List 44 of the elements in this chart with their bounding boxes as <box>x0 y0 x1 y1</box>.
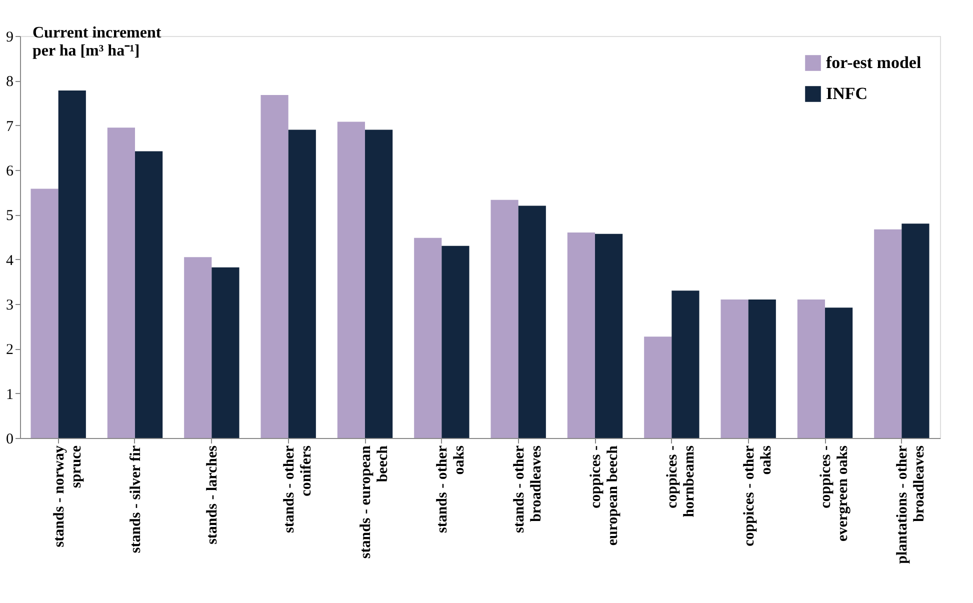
x-tick-label: stands - other conifers <box>281 445 314 534</box>
bar <box>365 130 393 438</box>
y-tick-label: 4 <box>6 252 14 269</box>
bar <box>672 290 700 438</box>
y-tick-label: 8 <box>6 74 14 90</box>
bar <box>644 336 672 438</box>
bar <box>748 300 776 438</box>
legend-label: INFC <box>826 84 868 103</box>
y-tick-label: 0 <box>6 432 14 448</box>
x-tick-label: stands - other oaks <box>434 445 468 534</box>
bar <box>902 224 930 438</box>
x-tick-label: coppices - other oaks <box>741 445 774 546</box>
bar <box>107 128 135 438</box>
bar <box>135 151 163 438</box>
bar <box>184 257 212 438</box>
y-tick-label: 3 <box>6 298 14 314</box>
x-tick-label: stands - larches <box>204 445 221 544</box>
bar <box>212 267 240 438</box>
bar <box>874 229 902 438</box>
x-tick-label: stands - silver fir <box>128 445 144 554</box>
bar <box>30 188 58 438</box>
legend-label: for-est model <box>826 53 922 72</box>
y-tick-label: 5 <box>6 208 14 224</box>
y-tick-label: 2 <box>6 342 14 358</box>
x-tick-label: stands - european beech <box>358 444 391 559</box>
bar <box>567 232 595 438</box>
y-tick-label: 1 <box>6 386 14 403</box>
bar <box>595 234 623 438</box>
bar <box>288 130 316 438</box>
y-tick-label: 6 <box>6 164 14 180</box>
bar <box>337 122 365 438</box>
bar <box>414 238 442 438</box>
bar <box>260 94 288 438</box>
y-tick-label: 9 <box>6 30 14 46</box>
x-tick-label: stands - norway spruce <box>51 445 84 548</box>
y-axis-title: Current increment per ha [m³ ha⁻¹] <box>32 24 162 60</box>
bar <box>58 90 86 438</box>
bar <box>442 246 470 438</box>
bar <box>490 200 518 438</box>
bar <box>720 300 748 438</box>
bar <box>518 206 546 438</box>
bar <box>797 300 825 438</box>
y-tick-label: 7 <box>6 118 14 135</box>
bar <box>825 308 853 438</box>
